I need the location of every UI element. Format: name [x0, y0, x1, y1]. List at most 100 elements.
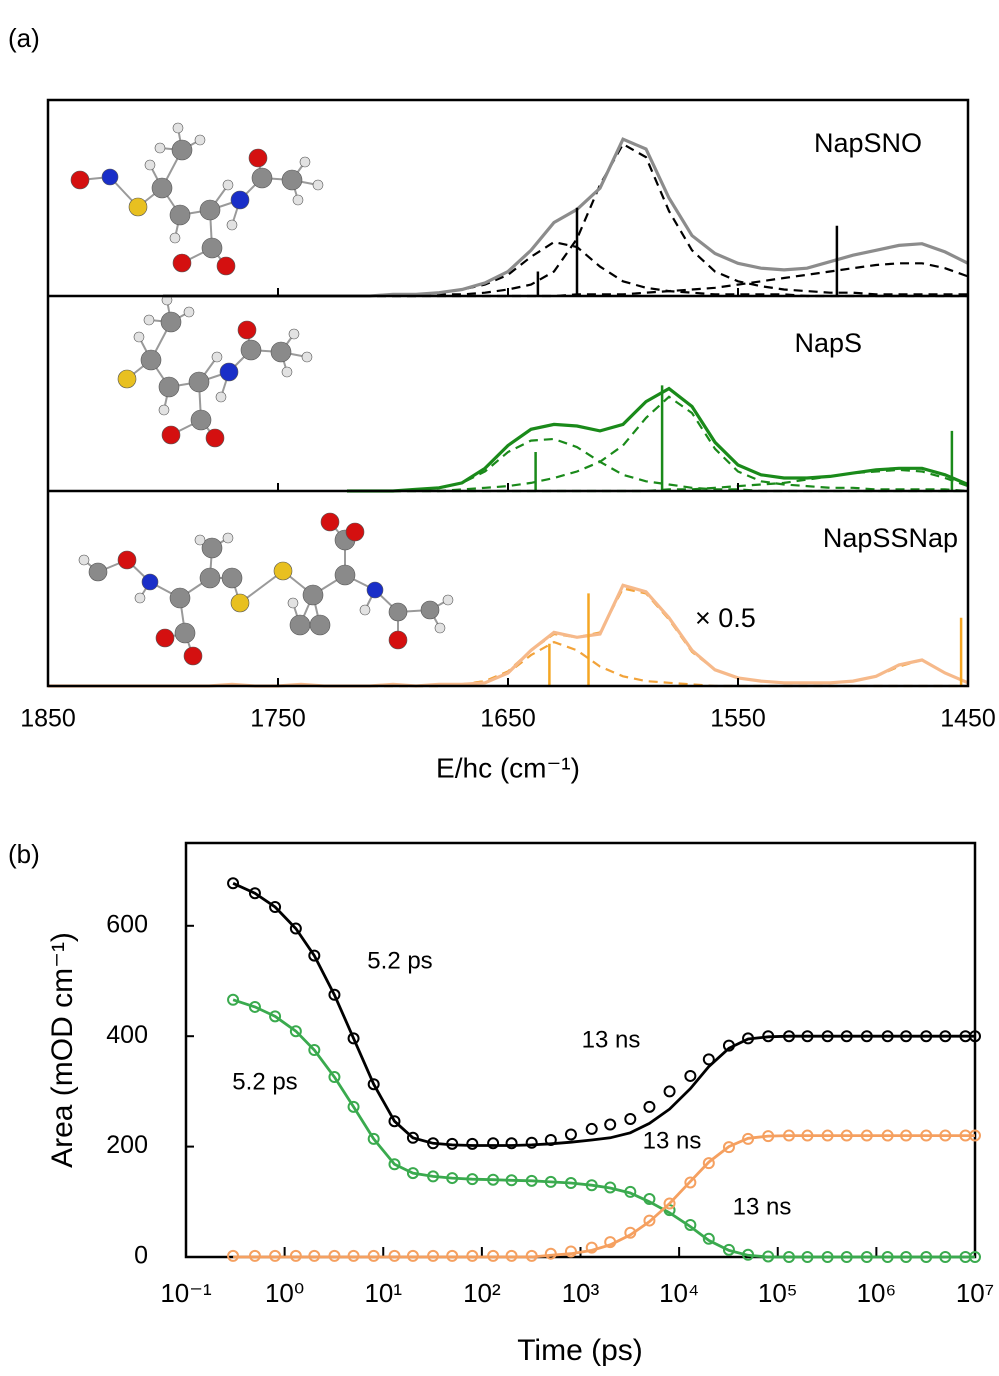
- molecule-atom: [142, 574, 158, 590]
- annotation: 13 ns: [643, 1127, 702, 1154]
- x-axis-title: E/hc (cm⁻¹): [436, 752, 580, 783]
- molecule-atom: [241, 340, 261, 360]
- molecule-atom: [421, 601, 439, 619]
- molecule-atom: [200, 200, 220, 220]
- molecule-atom: [71, 171, 89, 189]
- molecule-atom: [227, 220, 237, 230]
- data-point: [228, 878, 238, 888]
- molecule-atom: [135, 593, 145, 603]
- molecule-atom: [102, 169, 118, 185]
- molecule-atom: [170, 205, 190, 225]
- fit-component: [324, 642, 968, 686]
- molecule-atom: [443, 595, 453, 605]
- x-tick-label: 1550: [710, 705, 766, 733]
- y-axis-title: Area (mOD cm⁻¹): [46, 932, 79, 1168]
- molecule-atom: [162, 426, 180, 444]
- annotation: 5.2 ps: [232, 1068, 297, 1095]
- fit-line: [233, 1136, 975, 1257]
- annotation: × 0.5: [695, 603, 756, 633]
- molecule-atom: [271, 342, 291, 362]
- molecule-atom: [118, 551, 136, 569]
- molecule-atom: [129, 198, 147, 216]
- figure: (a) (b) E/hc (cm⁻¹) Time (ps) Area (mOD …: [0, 0, 999, 1376]
- molecule-atom: [184, 307, 194, 317]
- fit-component: [324, 589, 968, 687]
- data-point: [625, 1114, 635, 1124]
- page: (a) (b) E/hc (cm⁻¹) Time (ps) Area (mOD …: [0, 0, 999, 1376]
- x-tick-label: 1850: [20, 705, 76, 733]
- panel-label: (b): [8, 839, 40, 869]
- data-point: [587, 1124, 597, 1134]
- spectrum-line: [163, 139, 968, 296]
- spectrum-line: [347, 389, 968, 491]
- molecule-atom: [144, 315, 154, 325]
- y-tick-label: 600: [106, 910, 148, 938]
- data-point: [704, 1054, 714, 1064]
- molecule-atom: [173, 254, 191, 272]
- x-tick-label: 10³: [562, 1278, 600, 1308]
- y-tick-label: 200: [106, 1131, 148, 1159]
- x-tick-label: 10⁶: [857, 1278, 897, 1308]
- data-point: [665, 1086, 675, 1096]
- molecule-atom: [223, 533, 233, 543]
- molecule-atom: [145, 160, 155, 170]
- molecule-atom: [288, 598, 298, 608]
- y-tick-label: 0: [134, 1242, 148, 1270]
- molecule-atom: [346, 523, 364, 541]
- molecule-atom: [274, 562, 292, 580]
- molecule-atom: [172, 140, 192, 160]
- molecule-atom: [335, 565, 355, 585]
- x-tick-label: 10⁴: [659, 1278, 699, 1308]
- molecule-atom: [300, 157, 310, 167]
- molecule-atom: [360, 605, 370, 615]
- plot-frame: [186, 843, 975, 1257]
- molecule-atom: [161, 312, 181, 332]
- molecule-atom: [223, 180, 233, 190]
- y-tick-label: 400: [106, 1021, 148, 1049]
- molecule-atom: [321, 513, 339, 531]
- data-point: [685, 1071, 695, 1081]
- molecule-atom: [141, 350, 161, 370]
- data-point: [566, 1129, 576, 1139]
- molecule-atom: [367, 582, 383, 598]
- x-tick-label: 10⁷: [956, 1278, 994, 1308]
- molecule-atom: [302, 352, 312, 362]
- molecule-atom: [293, 195, 303, 205]
- molecule-atom: [170, 233, 180, 243]
- molecule-atom: [189, 372, 209, 392]
- molecule-atom: [159, 405, 169, 415]
- molecule-atom: [155, 143, 165, 153]
- molecule-atom: [303, 585, 323, 605]
- molecule-atom: [175, 623, 195, 643]
- x-axis-title: Time (ps): [517, 1334, 643, 1367]
- molecule-atom: [313, 180, 323, 190]
- molecule-atom: [231, 594, 249, 612]
- fit-component: [347, 439, 968, 491]
- molecule-atom: [290, 615, 310, 635]
- molecule-atom: [220, 363, 238, 381]
- molecule-atom: [156, 629, 174, 647]
- molecule-atom: [249, 149, 267, 167]
- molecule-atom: [389, 603, 407, 621]
- molecule-atom: [152, 178, 172, 198]
- annotation: 13 ns: [733, 1193, 792, 1220]
- annotation: 5.2 ps: [367, 947, 432, 974]
- panel-label: (a): [8, 23, 40, 53]
- fit-component: [347, 144, 968, 296]
- annotation: 13 ns: [582, 1026, 641, 1053]
- molecule-atom: [206, 429, 224, 447]
- molecule-atom: [195, 535, 205, 545]
- data-point: [467, 1139, 477, 1149]
- molecule-atom: [310, 615, 330, 635]
- fit-component: [347, 397, 968, 491]
- fit-line: [233, 883, 975, 1145]
- molecule-atom: [89, 563, 107, 581]
- molecule-atom: [216, 392, 226, 402]
- molecule-atom: [282, 170, 302, 190]
- x-tick-label: 10⁻¹: [160, 1278, 212, 1308]
- molecule-atom: [202, 238, 222, 258]
- molecule-atom: [222, 568, 242, 588]
- panel-sample-label: NapSNO: [814, 128, 922, 158]
- x-tick-label: 1750: [250, 705, 306, 733]
- data-point: [605, 1120, 615, 1130]
